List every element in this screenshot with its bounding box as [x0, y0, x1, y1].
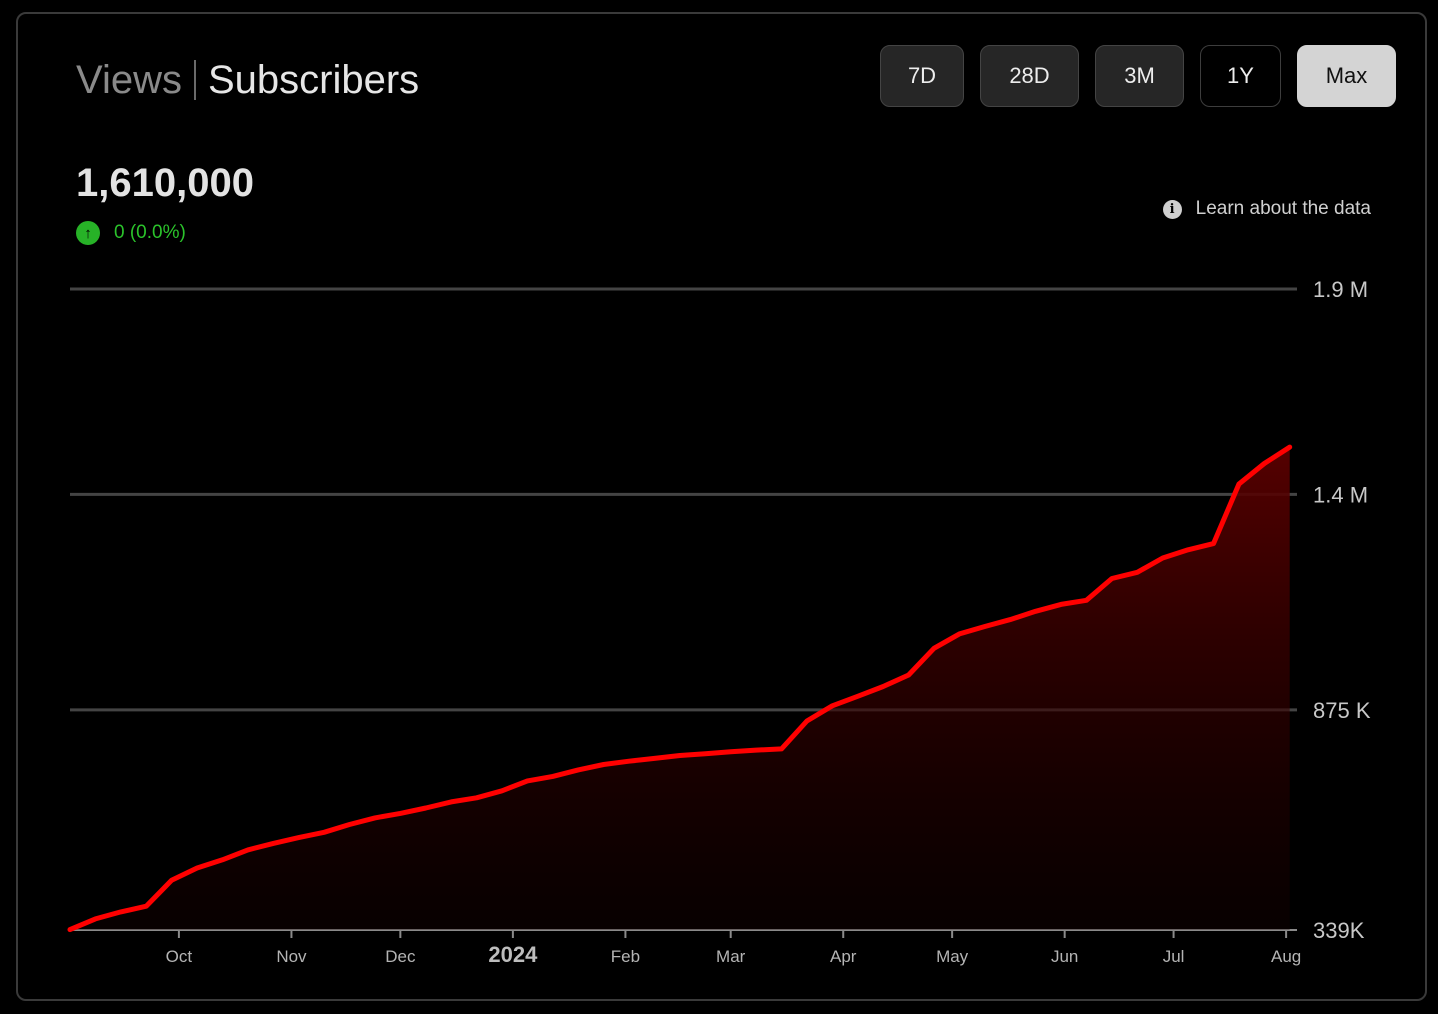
x-tick-label: Oct — [166, 947, 193, 966]
chart-area — [70, 447, 1290, 930]
y-tick-label: 1.9 M — [1313, 277, 1368, 302]
range-selector: 7D 28D 3M 1Y Max — [0, 45, 1438, 109]
x-tick-label: May — [936, 947, 969, 966]
tab-subscribers[interactable]: Subscribers — [207, 58, 420, 102]
y-tick-label: 1.4 M — [1313, 482, 1368, 507]
x-tick-label: Nov — [276, 947, 307, 966]
range-button-1y[interactable]: 1Y — [1200, 45, 1281, 107]
x-tick-label: 2024 — [488, 942, 538, 967]
x-tick-label: Mar — [716, 947, 746, 966]
learn-about-data-link[interactable]: i Learn about the data — [1162, 198, 1371, 220]
metric-tabs: Views Subscribers — [76, 56, 419, 104]
info-icon: i — [1162, 199, 1182, 219]
y-tick-label: 339K — [1313, 918, 1365, 943]
range-button-28d[interactable]: 28D — [980, 45, 1079, 107]
learn-about-data-label: Learn about the data — [1195, 198, 1371, 219]
tab-divider — [193, 60, 196, 100]
subscriber-count: 1,610,000 — [76, 161, 254, 205]
series-line-subscribers — [67, 444, 1293, 933]
x-tick-label: Dec — [385, 947, 416, 966]
x-tick-label: Jul — [1163, 947, 1185, 966]
y-tick-label: 875 K — [1313, 698, 1371, 723]
x-tick-label: Aug — [1271, 947, 1301, 966]
range-button-7d[interactable]: 7D — [880, 45, 964, 107]
delta-text: 0 (0.0%) — [114, 222, 186, 243]
x-tick-label: Apr — [830, 947, 857, 966]
arrow-up-icon: ↑ — [76, 221, 100, 245]
range-button-3m[interactable]: 3M — [1095, 45, 1184, 107]
delta-indicator: ↑ 0 (0.0%) — [76, 221, 186, 245]
x-tick-label: Feb — [611, 947, 640, 966]
range-button-max[interactable]: Max — [1297, 45, 1396, 107]
tab-views[interactable]: Views — [76, 58, 182, 102]
x-tick-label: Jun — [1051, 947, 1078, 966]
